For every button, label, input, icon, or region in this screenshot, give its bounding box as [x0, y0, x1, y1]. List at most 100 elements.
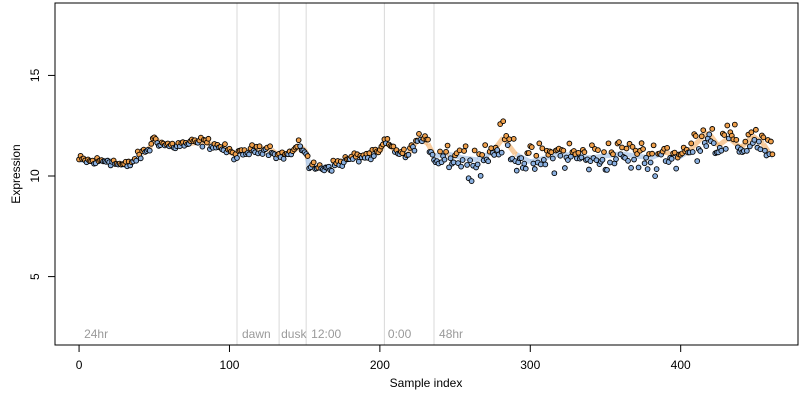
- data-point: [450, 159, 457, 166]
- data-point: [488, 145, 495, 152]
- data-point: [694, 158, 701, 164]
- y-axis: 5 10 15: [28, 68, 56, 280]
- model-segment: [761, 142, 768, 148]
- model-segment: [722, 138, 728, 144]
- data-point: [762, 147, 768, 154]
- data-point: [589, 142, 595, 149]
- data-point: [623, 145, 630, 152]
- data-point: [697, 148, 704, 154]
- data-point: [649, 150, 655, 157]
- data-point: [522, 165, 529, 172]
- y-tick-label-2: 15: [28, 68, 42, 82]
- data-point: [425, 136, 431, 143]
- y-axis-title: Expression: [9, 144, 23, 203]
- data-point: [631, 156, 637, 163]
- data-point: [605, 140, 612, 147]
- phase-label-4: 0:00: [388, 327, 412, 341]
- model-segment: [649, 154, 654, 161]
- data-point: [256, 143, 263, 150]
- data-point: [640, 146, 646, 152]
- model-segment: [508, 146, 515, 152]
- data-point: [234, 155, 240, 161]
- model-segment: [693, 140, 699, 146]
- data-point: [586, 166, 592, 173]
- data-point: [643, 154, 649, 161]
- model-segment: [483, 152, 488, 159]
- data-point: [652, 173, 658, 179]
- phase-label-1: dawn: [242, 327, 271, 341]
- data-point: [447, 155, 454, 162]
- plot-frame: [54, 2, 799, 346]
- model-segment: [485, 152, 490, 158]
- data-point: [560, 147, 567, 154]
- model-segment: [527, 158, 532, 165]
- phase-label-3: 12:00: [311, 327, 341, 341]
- model-segment: [524, 157, 529, 163]
- data-point: [384, 136, 391, 142]
- data-point: [539, 145, 546, 152]
- model-segment: [692, 142, 698, 148]
- data-point: [444, 142, 451, 149]
- data-point: [474, 161, 481, 168]
- data-point: [461, 148, 467, 154]
- data-point: [468, 178, 475, 184]
- data-point: [653, 166, 660, 172]
- data-point: [437, 148, 443, 155]
- data-point: [671, 149, 678, 156]
- data-point: [748, 129, 755, 136]
- model-segment: [748, 135, 754, 141]
- data-point: [479, 152, 485, 158]
- data-point: [753, 126, 759, 133]
- data-point: [464, 162, 470, 168]
- data-point: [405, 151, 412, 158]
- data-point: [530, 160, 537, 167]
- x-tick-label-2: 200: [370, 358, 390, 372]
- model-segment: [526, 158, 530, 164]
- data-point: [295, 137, 302, 144]
- data-points: [76, 118, 776, 184]
- model-segment: [477, 156, 482, 162]
- x-tick-label-0: 0: [76, 358, 83, 372]
- data-point: [742, 138, 749, 145]
- data-point: [531, 166, 538, 172]
- model-segment: [696, 137, 703, 143]
- data-point: [610, 151, 616, 158]
- data-point: [533, 152, 540, 159]
- data-point: [542, 161, 549, 168]
- model-segment: [664, 149, 669, 155]
- data-point: [536, 140, 543, 147]
- data-point: [706, 131, 713, 138]
- data-point: [443, 148, 449, 155]
- data-point: [692, 133, 699, 139]
- data-point: [148, 140, 155, 147]
- data-point: [551, 170, 558, 177]
- data-point: [744, 147, 750, 154]
- data-point: [411, 147, 418, 154]
- data-point: [549, 155, 556, 162]
- x-tick-label-1: 100: [219, 358, 239, 372]
- data-point: [703, 143, 710, 149]
- data-point: [491, 152, 498, 158]
- model-segment: [305, 158, 312, 167]
- data-point: [456, 147, 463, 154]
- data-point: [513, 167, 520, 174]
- data-point: [458, 163, 464, 170]
- model-segment: [651, 154, 655, 160]
- data-point: [459, 157, 466, 163]
- data-point: [304, 153, 311, 159]
- data-point: [595, 147, 601, 153]
- data-point: [477, 172, 484, 179]
- data-point: [518, 155, 525, 161]
- model-segment: [751, 133, 756, 139]
- model-segment: [666, 150, 670, 156]
- data-point: [557, 152, 564, 159]
- data-point: [733, 137, 740, 143]
- data-point: [721, 132, 728, 138]
- data-point: [137, 155, 144, 162]
- data-point: [700, 127, 707, 134]
- data-point: [222, 141, 228, 147]
- data-point: [747, 143, 753, 150]
- data-point: [578, 154, 585, 161]
- model-segment: [498, 138, 504, 144]
